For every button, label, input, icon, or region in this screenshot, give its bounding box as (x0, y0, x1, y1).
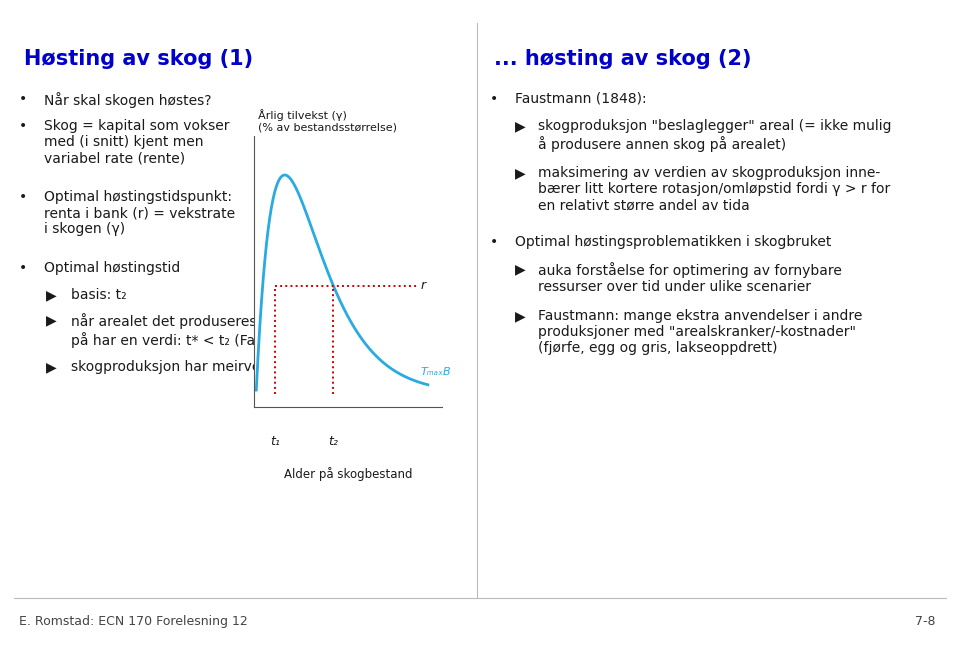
Text: skogproduksjon "beslaglegger" areal (= ikke mulig
å produsere annen skog på area: skogproduksjon "beslaglegger" areal (= i… (539, 119, 892, 152)
Text: •: • (19, 190, 27, 204)
Text: maksimering av verdien av skogproduksjon inne-
bærer litt kortere rotasjon/omløp: maksimering av verdien av skogproduksjon… (539, 166, 891, 213)
Text: når arealet det produseres
på har en verdi: t* < t₂ (Faustmann): når arealet det produseres på har en ver… (71, 313, 322, 348)
Text: 7-8: 7-8 (916, 615, 936, 628)
Text: ▶: ▶ (516, 262, 526, 276)
Text: auka forståelse for optimering av fornybare
ressurser over tid under ulike scena: auka forståelse for optimering av fornyb… (539, 262, 842, 294)
Text: skogproduksjon har meirverdi (CO₂ -fangst): t* > t₂: skogproduksjon har meirverdi (CO₂ -fangs… (71, 360, 426, 374)
Text: •: • (19, 261, 27, 275)
Text: Optimal høstingsproblematikken i skogbruket: Optimal høstingsproblematikken i skogbru… (516, 234, 831, 249)
Text: E. Romstad: ECN 170 Forelesning 12: E. Romstad: ECN 170 Forelesning 12 (19, 615, 248, 628)
Text: Alder på skogbestand: Alder på skogbestand (284, 466, 412, 481)
Text: Høsting av skog (1): Høsting av skog (1) (23, 48, 252, 68)
Text: t₂: t₂ (328, 435, 338, 448)
Text: ▶: ▶ (46, 360, 57, 374)
Text: Optimal høstingstidspunkt:
renta i bank (r) = vekstrate
i skogen (γ): Optimal høstingstidspunkt: renta i bank … (44, 190, 235, 236)
Text: ▶: ▶ (46, 313, 57, 328)
Text: ... høsting av skog (2): ... høsting av skog (2) (494, 48, 752, 68)
Text: ▶: ▶ (516, 119, 526, 133)
Text: ▶: ▶ (516, 309, 526, 323)
Text: Optimal høstingstid: Optimal høstingstid (44, 261, 180, 275)
Text: Faustmann: mange ekstra anvendelser i andre
produksjoner med "arealskranker/-kos: Faustmann: mange ekstra anvendelser i an… (539, 309, 863, 355)
Text: •: • (490, 92, 497, 105)
Text: Årlig tilvekst (γ)
(% av bestandsstørrelse): Årlig tilvekst (γ) (% av bestandsstørrel… (258, 109, 397, 133)
Text: Skog = kapital som vokser
med (i snitt) kjent men
variabel rate (rente): Skog = kapital som vokser med (i snitt) … (44, 119, 229, 165)
Text: r: r (421, 279, 426, 292)
Text: •: • (19, 119, 27, 133)
Text: Når skal skogen høstes?: Når skal skogen høstes? (44, 92, 211, 107)
Text: •: • (19, 92, 27, 105)
Text: basis: t₂: basis: t₂ (71, 288, 127, 302)
Text: ▶: ▶ (46, 288, 57, 302)
Text: ▶: ▶ (516, 166, 526, 180)
Text: TₘₐₓB: TₘₐₓB (420, 367, 451, 377)
Text: t₁: t₁ (270, 435, 280, 448)
Text: Faustmann (1848):: Faustmann (1848): (516, 92, 647, 105)
Text: •: • (490, 234, 497, 249)
